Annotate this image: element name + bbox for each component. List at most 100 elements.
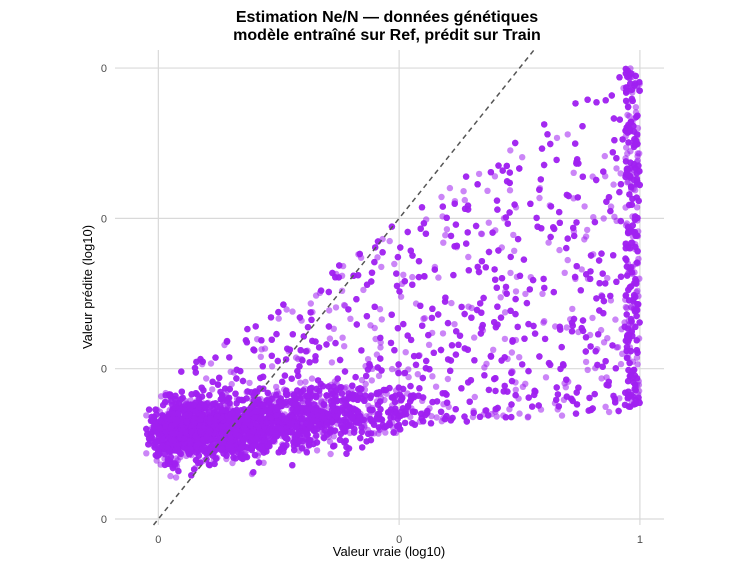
data-point [539, 290, 546, 297]
data-point [484, 187, 491, 194]
data-point [362, 380, 369, 388]
data-point [388, 365, 396, 373]
data-point [522, 380, 529, 387]
data-point [485, 219, 492, 226]
data-point [326, 438, 334, 445]
data-point [402, 349, 409, 356]
data-point [326, 307, 333, 314]
data-point [601, 152, 608, 160]
data-point [562, 384, 569, 391]
data-point [632, 104, 640, 111]
data-point [512, 386, 519, 393]
data-point [258, 346, 265, 353]
data-point [611, 213, 618, 220]
data-point [173, 455, 180, 462]
data-point [541, 318, 548, 325]
data-point [545, 239, 552, 246]
data-point [330, 325, 337, 332]
data-point [328, 359, 336, 366]
data-point [471, 393, 478, 401]
data-point [446, 184, 454, 192]
data-point [578, 266, 585, 273]
data-point [564, 131, 571, 138]
data-point [465, 303, 472, 310]
data-point [624, 111, 631, 119]
data-point [569, 305, 576, 313]
data-point [508, 349, 516, 356]
data-point [308, 375, 316, 382]
data-point [275, 315, 282, 322]
data-point [378, 263, 385, 271]
data-point [570, 169, 577, 176]
data-point [582, 358, 590, 366]
data-point [376, 306, 384, 313]
data-point [584, 226, 591, 234]
data-point [209, 386, 216, 393]
data-point [461, 196, 468, 204]
data-point [613, 165, 620, 172]
data-point [507, 147, 514, 154]
data-point [605, 408, 613, 416]
data-point [207, 360, 215, 367]
data-point [556, 246, 563, 254]
data-point [228, 380, 235, 388]
data-point [612, 316, 619, 323]
data-point [375, 372, 383, 380]
data-point [584, 366, 591, 374]
data-point [598, 375, 605, 382]
data-point [360, 286, 367, 294]
data-point [471, 334, 478, 341]
data-point [438, 193, 445, 201]
data-point [229, 459, 236, 467]
data-point [511, 247, 518, 254]
data-point [444, 375, 452, 383]
data-point [203, 375, 210, 382]
data-point [600, 339, 608, 346]
data-point [409, 273, 416, 281]
data-point [633, 354, 641, 361]
data-point [425, 341, 433, 348]
data-point [634, 153, 641, 160]
data-point [302, 378, 309, 386]
data-point [307, 300, 314, 307]
data-point [378, 316, 385, 323]
data-point [283, 306, 290, 313]
data-point [634, 361, 641, 368]
data-point [617, 170, 624, 177]
data-point [420, 315, 427, 322]
data-point [371, 324, 378, 332]
data-point [391, 260, 398, 268]
data-point [493, 413, 500, 420]
data-point [347, 315, 354, 322]
scatter-points [143, 65, 643, 481]
chart-subtitle: modèle entraîné sur Ref, prédit sur Trai… [233, 27, 541, 44]
data-point [172, 474, 180, 481]
data-point [507, 269, 514, 277]
data-point [475, 170, 483, 178]
data-point [440, 239, 447, 246]
chart-title: Estimation Ne/N — données génétiques [236, 9, 538, 26]
data-point [439, 330, 447, 337]
data-point [481, 364, 488, 371]
data-point [617, 360, 625, 368]
data-point [257, 353, 264, 360]
data-point [343, 384, 350, 391]
data-point [289, 308, 296, 315]
data-point [490, 346, 497, 353]
data-point [377, 344, 384, 351]
data-point [604, 274, 611, 282]
data-point [510, 231, 517, 239]
data-point [400, 271, 407, 278]
data-point [501, 335, 509, 343]
data-point [435, 274, 442, 281]
data-point [600, 215, 607, 222]
data-point [525, 413, 532, 420]
data-point [516, 410, 523, 417]
data-point [553, 134, 561, 142]
data-point [542, 374, 550, 381]
data-point [590, 214, 597, 221]
data-point [297, 379, 304, 386]
data-point [465, 253, 472, 261]
data-point [561, 269, 568, 276]
